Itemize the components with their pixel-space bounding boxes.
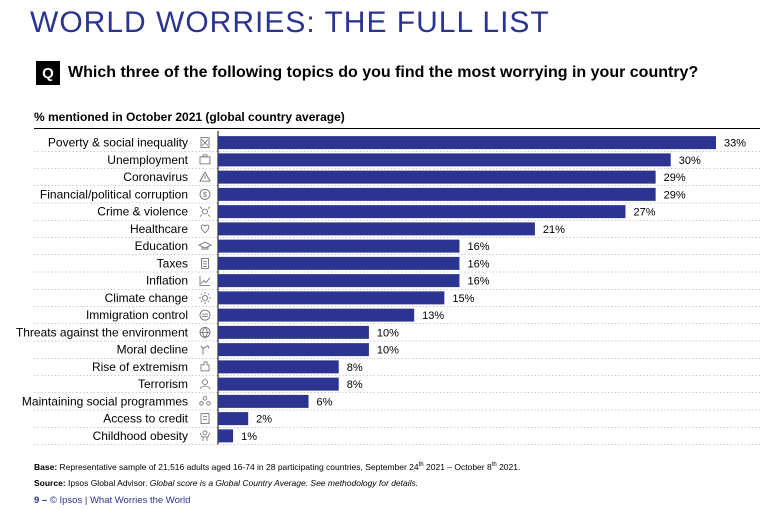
bar-terrorism xyxy=(218,377,339,391)
bar-crime-violence xyxy=(218,205,626,219)
poverty-icon xyxy=(200,137,210,149)
bar-taxes xyxy=(218,256,460,270)
environment-icon xyxy=(199,326,211,338)
climate-icon xyxy=(199,291,211,304)
value-label-terrorism: 8% xyxy=(347,379,363,391)
value-label-moral-decline: 10% xyxy=(377,345,399,357)
extremism-icon xyxy=(200,361,210,372)
moral-decline-icon xyxy=(200,345,210,355)
unemployment-icon xyxy=(199,154,211,165)
terrorism-icon xyxy=(199,379,211,390)
category-label-immigration-control: Immigration control xyxy=(86,308,188,322)
page-number: 9 xyxy=(34,495,40,506)
base-mid: 2021 – October 8 xyxy=(423,462,492,472)
source-italic: Global score is a Global Country Average… xyxy=(149,478,419,488)
education-icon xyxy=(198,241,212,250)
value-label-unemployment: 30% xyxy=(679,155,701,167)
category-label-rise-of-extremism: Rise of extremism xyxy=(92,360,188,374)
category-label-childhood-obesity: Childhood obesity xyxy=(93,429,188,443)
footer-text: © Ipsos | What Worries the World xyxy=(49,495,191,506)
svg-text:$: $ xyxy=(203,192,207,199)
inflation-icon xyxy=(199,275,211,287)
category-label-inflation: Inflation xyxy=(146,274,188,288)
bar-climate-change xyxy=(218,291,445,305)
value-label-access-to-credit: 2% xyxy=(256,414,272,426)
category-label-threats-against-the-environment: Threats against the environment xyxy=(16,325,189,339)
value-label-coronavirus: 29% xyxy=(664,172,686,184)
category-label-access-to-credit: Access to credit xyxy=(103,412,188,426)
corruption-icon: $ xyxy=(199,188,211,200)
source-note: Source: Ipsos Global Advisor. Global sco… xyxy=(34,478,418,488)
social-programmes-icon xyxy=(199,396,211,406)
bar-coronavirus xyxy=(218,170,656,184)
bar-maintaining-social-programmes xyxy=(218,394,309,408)
base-sup-1: th xyxy=(418,462,424,469)
value-label-maintaining-social-programmes: 6% xyxy=(317,396,333,408)
base-label: Base: xyxy=(34,462,58,472)
base-end: 2021. xyxy=(496,462,521,472)
page-title: WORLD WORRIES: THE FULL LIST xyxy=(30,6,550,39)
category-label-financial-political-corruption: Financial/political corruption xyxy=(40,187,188,201)
chart-subtitle: % mentioned in October 2021 (global coun… xyxy=(34,110,345,124)
source-text: Ipsos Global Advisor. xyxy=(65,478,150,488)
bar-inflation xyxy=(218,274,460,288)
category-label-terrorism: Terrorism xyxy=(138,377,188,391)
value-label-childhood-obesity: 1% xyxy=(241,431,257,443)
base-sup-2: th xyxy=(491,462,497,469)
category-label-unemployment: Unemployment xyxy=(107,153,188,167)
value-label-climate-change: 15% xyxy=(452,293,474,305)
category-label-maintaining-social-programmes: Maintaining social programmes xyxy=(22,394,188,408)
bar-healthcare xyxy=(218,222,535,236)
footer-dash: – xyxy=(39,495,50,506)
bar-unemployment xyxy=(218,153,671,167)
bar-childhood-obesity xyxy=(218,429,234,443)
value-label-threats-against-the-environment: 10% xyxy=(377,327,399,339)
bar-moral-decline xyxy=(218,343,369,357)
value-label-financial-political-corruption: 29% xyxy=(664,189,686,201)
immigration-icon xyxy=(199,309,211,321)
bar-financial-political-corruption xyxy=(218,187,656,201)
value-label-healthcare: 21% xyxy=(543,224,565,236)
category-label-moral-decline: Moral decline xyxy=(117,343,189,357)
category-label-coronavirus: Coronavirus xyxy=(123,170,188,184)
question-text: Which three of the following topics do y… xyxy=(68,64,699,81)
category-label-poverty-social-inequality: Poverty & social inequality xyxy=(48,136,188,150)
base-note: Base: Representative sample of 21,516 ad… xyxy=(34,462,520,472)
obesity-icon xyxy=(199,430,211,441)
category-label-healthcare: Healthcare xyxy=(130,222,188,236)
bar-access-to-credit xyxy=(218,412,249,426)
value-label-rise-of-extremism: 8% xyxy=(347,362,363,374)
value-label-crime-violence: 27% xyxy=(633,207,655,219)
value-label-immigration-control: 13% xyxy=(422,310,444,322)
warning-icon xyxy=(199,171,211,182)
bar-threats-against-the-environment xyxy=(218,325,369,339)
category-label-education: Education xyxy=(135,239,188,253)
value-label-poverty-social-inequality: 33% xyxy=(724,138,746,150)
taxes-icon xyxy=(201,257,209,269)
bar-immigration-control xyxy=(218,308,415,322)
category-label-climate-change: Climate change xyxy=(105,291,189,305)
question-badge: Q xyxy=(36,61,60,85)
top-rule xyxy=(34,128,760,129)
bar-poverty-social-inequality xyxy=(218,136,716,150)
value-label-inflation: 16% xyxy=(467,276,489,288)
source-label: Source: xyxy=(34,478,66,488)
base-text: Representative sample of 21,516 adults a… xyxy=(57,462,419,472)
value-label-taxes: 16% xyxy=(467,258,489,270)
crime-icon xyxy=(199,206,211,217)
category-label-crime-violence: Crime & violence xyxy=(97,205,188,219)
bar-rise-of-extremism xyxy=(218,360,339,374)
page-footer: 9 – © Ipsos | What Worries the World xyxy=(34,495,190,506)
credit-icon xyxy=(200,413,210,425)
healthcare-icon xyxy=(200,224,210,234)
value-label-education: 16% xyxy=(467,241,489,253)
category-label-taxes: Taxes xyxy=(157,256,188,270)
bar-education xyxy=(218,239,460,253)
